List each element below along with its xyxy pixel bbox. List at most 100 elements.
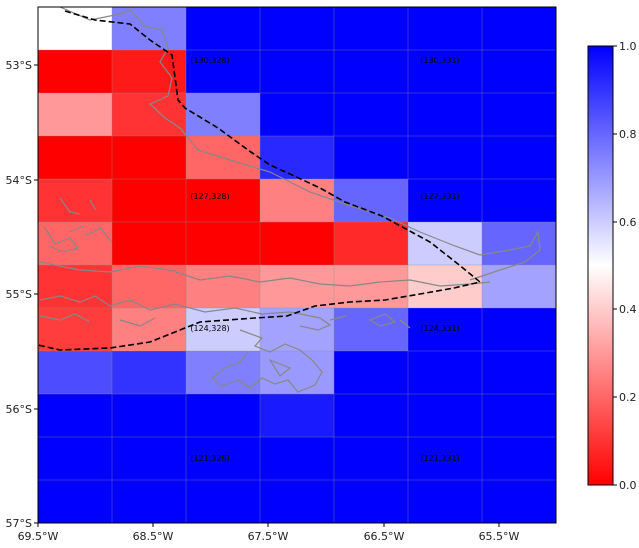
heatmap-cell (186, 222, 261, 266)
heatmap-cell (482, 480, 556, 523)
coastline-north (59, 7, 541, 281)
coastline-channel (39, 261, 491, 287)
heatmap-cell (186, 265, 261, 309)
heatmap-cell (186, 179, 261, 223)
map-frame (37, 6, 557, 524)
heatmap-cell (260, 136, 335, 180)
heatmap-cell (112, 222, 187, 266)
heatmap-cell (260, 394, 335, 438)
heatmap-cell (408, 308, 483, 352)
colorbar-tick-label: 0.8 (619, 128, 637, 141)
colorbar-tick-label: 0.4 (619, 303, 637, 316)
cell-label: (130,328) (190, 56, 229, 65)
heatmap-cell (334, 394, 409, 438)
heatmap-cell (260, 308, 335, 352)
gridlines (38, 7, 556, 523)
lon-axis: 69.5°W 68.5°W 67.5°W 66.5°W 65.5°W (18, 523, 520, 543)
heatmap-cell (334, 480, 409, 523)
lat-axis: 53°S 54°S 55°S 56°S 57°S (6, 59, 38, 530)
heatmap-cell (334, 136, 409, 180)
coastline-island-1 (44, 197, 113, 253)
heatmap-cell (112, 179, 187, 223)
heatmap-cell (408, 7, 483, 51)
heatmap-cell (334, 7, 409, 51)
heatmap-cell (482, 222, 556, 266)
heatmap-cell (186, 308, 261, 352)
heatmap-cell (334, 179, 409, 223)
cell-label: (127,331) (420, 192, 459, 201)
heatmap-cell (408, 437, 483, 481)
heatmap-cell (408, 351, 483, 395)
heatmap-cell (38, 351, 113, 395)
heatmap-cell (408, 480, 483, 523)
heatmap-cell (482, 7, 556, 51)
lon-tick-label: 69.5°W (18, 530, 59, 543)
heatmap-cell (38, 179, 113, 223)
colorbar-tick-label: 0.0 (619, 479, 637, 492)
lon-tick-label: 65.5°W (479, 530, 520, 543)
heatmap-cell (482, 50, 556, 94)
heatmap-cell (260, 50, 335, 94)
heatmap-cell (186, 50, 261, 94)
heatmap-cell (112, 308, 187, 352)
heatmap-cell (38, 437, 113, 481)
coastline-lakes (69, 199, 411, 329)
heatmap-cell (334, 265, 409, 309)
heatmap-cell (482, 136, 556, 180)
heatmap-cell (408, 50, 483, 94)
lat-tick-label: 56°S (6, 403, 32, 416)
heatmap-cell (408, 394, 483, 438)
heatmap-cell (482, 394, 556, 438)
heatmap-cell (186, 437, 261, 481)
heatmap-cell (186, 93, 261, 137)
heatmap-cell (260, 7, 335, 51)
heatmap-cell (186, 7, 261, 51)
heatmap-cell (112, 93, 187, 137)
heatmap-cell (334, 437, 409, 481)
cell-label: (124,331) (420, 324, 459, 333)
heatmap-cell (186, 394, 261, 438)
cell-label: (130,331) (420, 56, 459, 65)
heatmap-cell (112, 50, 187, 94)
lat-tick-label: 54°S (6, 174, 32, 187)
lon-tick-label: 68.5°W (133, 530, 174, 543)
cell-labels: (130,328) (130,331) (127,328) (127,331) … (190, 56, 459, 463)
heatmap-cell (260, 93, 335, 137)
lon-tick-label: 67.5°W (248, 530, 289, 543)
heatmap-cell (260, 480, 335, 523)
cell-label: (124,328) (190, 324, 229, 333)
heatmap-cell (260, 265, 335, 309)
heatmap-cell (38, 93, 113, 137)
heatmap-cell (112, 437, 187, 481)
colorbar: 1.0 0.8 0.6 0.4 0.2 0.0 (587, 40, 637, 492)
heatmap-cell (38, 394, 113, 438)
heatmap-cell (334, 93, 409, 137)
colorbar-tick-label: 0.2 (619, 391, 637, 404)
heatmap-cell (482, 437, 556, 481)
heatmap-cell (38, 50, 113, 94)
colorbar-tick-label: 0.6 (619, 216, 637, 229)
map-panel: (130,328) (130,331) (127,328) (127,331) … (38, 7, 556, 523)
lat-tick-label: 55°S (6, 288, 32, 301)
heatmap-cell (334, 222, 409, 266)
heatmap-cell (112, 480, 187, 523)
heatmap-cell (482, 308, 556, 352)
lon-tick-label: 66.5°W (364, 530, 405, 543)
heatmap-cell (482, 351, 556, 395)
colorbar-tick-label: 1.0 (619, 40, 637, 53)
heatmap-cell (408, 179, 483, 223)
heatmap-cell (38, 308, 113, 352)
heatmap-cell (38, 265, 113, 309)
coastline-south (39, 295, 397, 393)
coastline (39, 7, 541, 393)
heatmap-cell (408, 265, 483, 309)
cell-label: (127,328) (190, 192, 229, 201)
heatmap-cell (408, 93, 483, 137)
lat-tick-label: 57°S (6, 517, 32, 530)
heatmap-cell (482, 93, 556, 137)
heatmap-cell (112, 136, 187, 180)
heatmap-cell (260, 351, 335, 395)
heatmap-cells (38, 7, 556, 523)
heatmap-cell (408, 136, 483, 180)
